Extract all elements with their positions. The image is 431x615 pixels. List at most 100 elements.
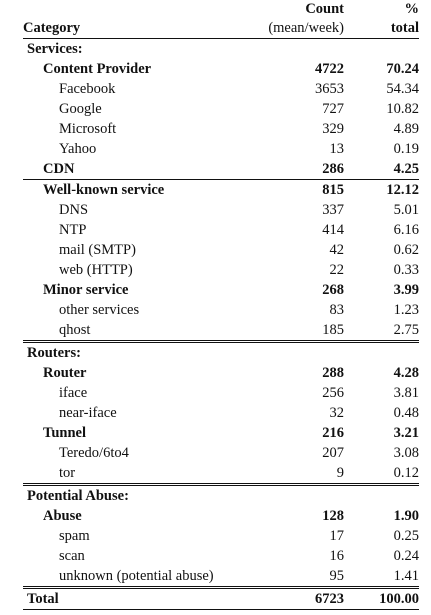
- group-row: Minor service 268 3.99: [23, 280, 419, 300]
- group-label: Minor service: [43, 282, 129, 298]
- header-pct-label: total: [347, 18, 419, 39]
- item-row: unknown (potential abuse) 95 1.41: [23, 566, 419, 588]
- item-label: Google: [59, 101, 102, 117]
- pct-cell: 1.90: [393, 508, 419, 524]
- count-cell: 4722: [315, 61, 344, 77]
- item-label: DNS: [59, 202, 89, 218]
- pct-cell: 2.75: [393, 322, 419, 338]
- pct-cell: 3.21: [393, 425, 419, 441]
- group-row: Well-known service 815 12.12: [23, 179, 419, 200]
- group-row: Content Provider 4722 70.24: [23, 59, 419, 79]
- item-label: NTP: [59, 222, 87, 238]
- count-cell: 329: [322, 121, 344, 137]
- pct-cell: 1.23: [393, 302, 419, 318]
- header-pct-symbol: %: [404, 1, 420, 17]
- count-cell: 95: [329, 568, 345, 584]
- item-label: mail (SMTP): [59, 242, 136, 258]
- count-cell: 207: [322, 445, 344, 461]
- header-row-bottom: Category (mean/week) total: [23, 18, 419, 39]
- pct-cell: 10.82: [386, 101, 419, 117]
- category-table: Count % Category (mean/week) total Servi…: [23, 0, 419, 610]
- pct-cell: 4.25: [393, 161, 419, 177]
- count-cell: 337: [322, 202, 344, 218]
- item-row: Facebook 3653 54.34: [23, 79, 419, 99]
- item-label: spam: [59, 528, 90, 544]
- count-cell: 17: [329, 528, 345, 544]
- pct-cell: 6.16: [393, 222, 419, 238]
- group-label: Well-known service: [23, 179, 255, 200]
- section-row: Services:: [23, 39, 419, 60]
- pct-cell: 12.12: [347, 179, 419, 200]
- count-cell: 3653: [315, 81, 344, 97]
- item-row: qhost 185 2.75: [23, 320, 419, 342]
- count-cell: 185: [322, 322, 344, 338]
- item-row: web (HTTP) 22 0.33: [23, 260, 419, 280]
- item-row: Microsoft 329 4.89: [23, 119, 419, 139]
- group-label: Router: [43, 365, 87, 381]
- group-label: Content Provider: [43, 61, 152, 77]
- section-row: Routers:: [23, 340, 419, 363]
- count-cell: 414: [322, 222, 344, 238]
- pct-cell: 3.08: [393, 445, 419, 461]
- count-cell: 288: [322, 365, 344, 381]
- count-cell: 286: [322, 161, 344, 177]
- pct-cell: 3.81: [393, 385, 419, 401]
- count-cell: 32: [329, 405, 345, 421]
- pct-cell: 1.41: [393, 568, 419, 584]
- pct-cell: 0.12: [393, 465, 419, 481]
- group-label: CDN: [43, 161, 75, 177]
- item-row: spam 17 0.25: [23, 526, 419, 546]
- table-body: Services: Content Provider 4722 70.24 Facebo…: [23, 39, 419, 588]
- header-count-unit: (mean/week): [255, 18, 347, 39]
- item-row: NTP 414 6.16: [23, 220, 419, 240]
- item-row: scan 16 0.24: [23, 546, 419, 566]
- item-label: Microsoft: [59, 121, 117, 137]
- item-row: Google 727 10.82: [23, 99, 419, 119]
- section-label: Services:: [27, 41, 83, 57]
- pct-cell: 3.99: [393, 282, 419, 298]
- section-label: Routers:: [23, 340, 419, 363]
- group-label: Tunnel: [43, 425, 86, 441]
- group-row: Router 288 4.28: [23, 363, 419, 383]
- count-cell: 727: [322, 101, 344, 117]
- pct-cell: 4.89: [393, 121, 419, 137]
- group-label: Abuse: [43, 508, 82, 524]
- header-count-label: Count: [305, 1, 344, 17]
- total-pct: 100.00: [347, 586, 419, 610]
- pct-cell: 0.62: [393, 242, 419, 258]
- count-cell: 16: [329, 548, 345, 564]
- total-count: 6723: [255, 586, 347, 610]
- item-row: Teredo/6to4 207 3.08: [23, 443, 419, 463]
- count-cell: 128: [322, 508, 344, 524]
- section-row: Potential Abuse:: [23, 483, 419, 506]
- item-label: iface: [59, 385, 88, 401]
- count-cell: 42: [329, 242, 345, 258]
- item-row: DNS 337 5.01: [23, 200, 419, 220]
- item-row: tor 9 0.12: [23, 463, 419, 485]
- pct-cell: 54.34: [386, 81, 419, 97]
- header-empty: [23, 0, 255, 18]
- pct-cell: 0.19: [393, 141, 419, 157]
- category-table-figure: Count % Category (mean/week) total Servi…: [23, 0, 419, 610]
- item-label: Teredo/6to4: [59, 445, 129, 461]
- count-cell: 268: [322, 282, 344, 298]
- pct-cell: 0.33: [393, 262, 419, 278]
- count-cell: 256: [322, 385, 344, 401]
- group-row: Tunnel 216 3.21: [23, 423, 419, 443]
- item-label: near-iface: [59, 405, 117, 421]
- item-label: web (HTTP): [59, 262, 133, 278]
- total-row: Total 6723 100.00: [23, 586, 419, 610]
- item-label: unknown (potential abuse): [59, 568, 214, 584]
- pct-cell: 4.28: [393, 365, 419, 381]
- group-row: CDN 286 4.25: [23, 159, 419, 180]
- pct-cell: 70.24: [386, 61, 419, 77]
- item-label: other services: [59, 302, 140, 318]
- item-row: mail (SMTP) 42 0.62: [23, 240, 419, 260]
- count-cell: 13: [329, 141, 345, 157]
- item-label: Facebook: [59, 81, 116, 97]
- pct-cell: 0.24: [393, 548, 419, 564]
- item-label: scan: [59, 548, 85, 564]
- item-row: iface 256 3.81: [23, 383, 419, 403]
- count-cell: 815: [255, 179, 347, 200]
- count-cell: 83: [329, 302, 345, 318]
